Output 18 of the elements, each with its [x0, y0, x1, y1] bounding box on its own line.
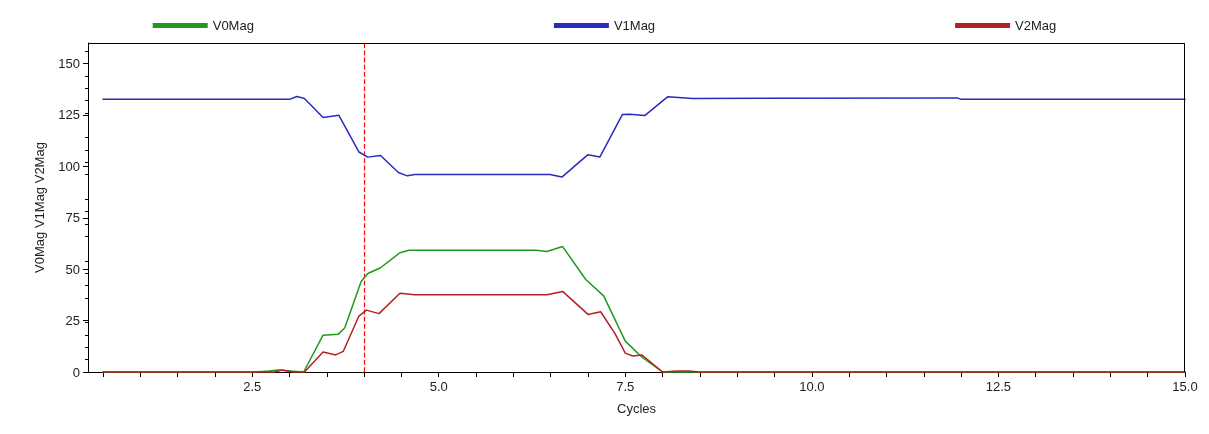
x-tick-label: 12.5 [985, 379, 1012, 394]
legend-label: V1Mag [613, 18, 656, 33]
x-tick-label: 15.0 [1172, 379, 1198, 394]
y-tick-label: 50 [65, 261, 80, 277]
legend-label: V0Mag [212, 18, 254, 33]
x-tick-label: 7.5 [616, 379, 635, 394]
y-tick-label: 125 [58, 107, 80, 123]
x-tick-label: 5.0 [429, 379, 448, 394]
y-tick-label: 0 [72, 364, 80, 380]
y-tick-label: 25 [65, 313, 80, 329]
x-tick-label: 10.0 [799, 379, 825, 394]
legend-label: V2Mag [1015, 18, 1057, 33]
x-tick-label: 2.5 [243, 379, 262, 394]
y-axis-title: V0Mag V1Mag V2Mag [32, 142, 47, 273]
x-axis-title: Cycles [616, 401, 657, 416]
y-tick-label: 100 [58, 158, 80, 174]
y-tick-label: 150 [58, 56, 80, 72]
y-tick-label: 75 [65, 210, 80, 226]
